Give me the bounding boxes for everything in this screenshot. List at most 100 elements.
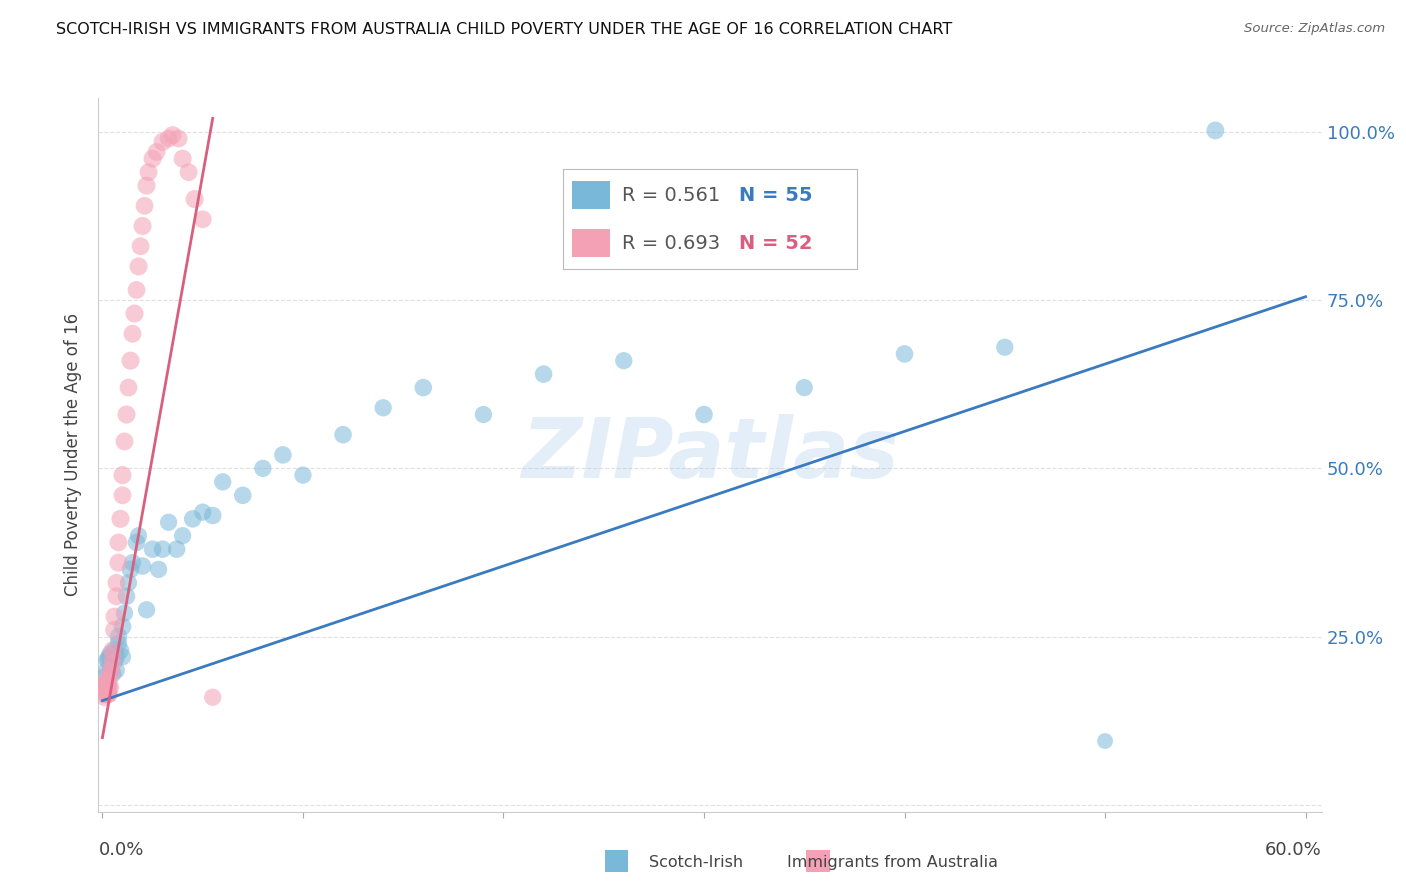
Point (105, 664, 128, 678)
Point (96, 664, 118, 678)
Point (893, 347, 915, 361)
Point (211, 475, 233, 489)
Point (110, 512, 132, 526)
Point (97, 649, 120, 664)
Point (114, 434, 136, 449)
Point (115, 589, 138, 603)
Text: N = 52: N = 52 (740, 234, 813, 253)
Point (613, 353, 636, 368)
Point (97, 653, 120, 667)
Point (111, 619, 134, 633)
Point (148, 562, 170, 576)
Point (332, 427, 354, 442)
Point (100, 664, 122, 678)
Point (252, 461, 274, 475)
Point (183, 192, 205, 206)
Point (100, 664, 122, 678)
Point (96, 687, 118, 701)
Point (166, 542, 188, 557)
Point (125, 283, 148, 297)
Point (93, 687, 115, 701)
Point (120, 353, 142, 368)
Point (472, 408, 495, 422)
Point (103, 609, 125, 624)
Point (107, 636, 129, 650)
Point (111, 468, 134, 483)
Point (162, 128, 184, 143)
Point (97, 680, 120, 694)
Point (100, 647, 122, 661)
Point (152, 542, 174, 557)
Point (152, 135, 174, 149)
Point (93, 677, 115, 691)
Point (181, 512, 204, 526)
Point (167, 131, 190, 145)
Point (101, 649, 124, 664)
Text: Scotch-Irish: Scotch-Irish (650, 855, 742, 870)
Point (93, 690, 115, 705)
Point (124, 307, 146, 321)
Text: R = 0.693: R = 0.693 (621, 234, 720, 253)
Point (111, 649, 134, 664)
Point (97, 680, 120, 694)
Point (135, 603, 157, 617)
Point (1204, 123, 1226, 137)
Point (172, 529, 194, 543)
Point (120, 562, 142, 576)
Point (412, 381, 434, 395)
Point (271, 448, 294, 462)
Point (172, 152, 194, 166)
Point (97, 683, 120, 698)
Point (96, 680, 118, 694)
Text: R = 0.561: R = 0.561 (621, 186, 720, 205)
Point (117, 575, 139, 590)
Point (93, 680, 115, 694)
Point (103, 623, 125, 637)
Point (107, 535, 129, 549)
Point (105, 575, 128, 590)
Point (101, 643, 124, 657)
Point (157, 131, 180, 145)
Point (793, 381, 815, 395)
Point (100, 680, 122, 694)
Point (191, 505, 214, 519)
Point (100, 666, 122, 681)
Point (134, 199, 156, 213)
Text: N = 55: N = 55 (740, 186, 813, 205)
Point (142, 152, 165, 166)
Point (135, 178, 157, 193)
Point (107, 556, 129, 570)
Point (177, 165, 200, 179)
Point (105, 589, 128, 603)
Bar (572, 181, 610, 210)
Point (101, 649, 124, 664)
Point (157, 515, 180, 529)
Text: SCOTCH-IRISH VS IMMIGRANTS FROM AUSTRALIA CHILD POVERTY UNDER THE AGE OF 16 CORR: SCOTCH-IRISH VS IMMIGRANTS FROM AUSTRALI… (56, 22, 952, 37)
Y-axis label: Child Poverty Under the Age of 16: Child Poverty Under the Age of 16 (65, 313, 83, 597)
Point (373, 401, 395, 415)
Point (128, 529, 150, 543)
Point (111, 488, 134, 502)
Point (103, 643, 125, 657)
Point (128, 260, 150, 274)
Point (93, 680, 115, 694)
Point (994, 340, 1017, 354)
Point (201, 508, 224, 523)
Text: 60.0%: 60.0% (1265, 840, 1322, 858)
Point (693, 408, 716, 422)
Point (191, 212, 214, 227)
Point (101, 657, 124, 671)
Point (93, 670, 115, 684)
Point (96, 683, 118, 698)
Point (121, 326, 143, 341)
Point (533, 367, 555, 381)
Text: Source: ZipAtlas.com: Source: ZipAtlas.com (1244, 22, 1385, 36)
Point (142, 542, 165, 557)
Point (121, 556, 143, 570)
Point (97, 687, 120, 701)
Point (1094, 734, 1116, 748)
Point (115, 408, 138, 422)
Point (125, 535, 148, 549)
Point (129, 239, 152, 253)
Point (131, 219, 153, 233)
